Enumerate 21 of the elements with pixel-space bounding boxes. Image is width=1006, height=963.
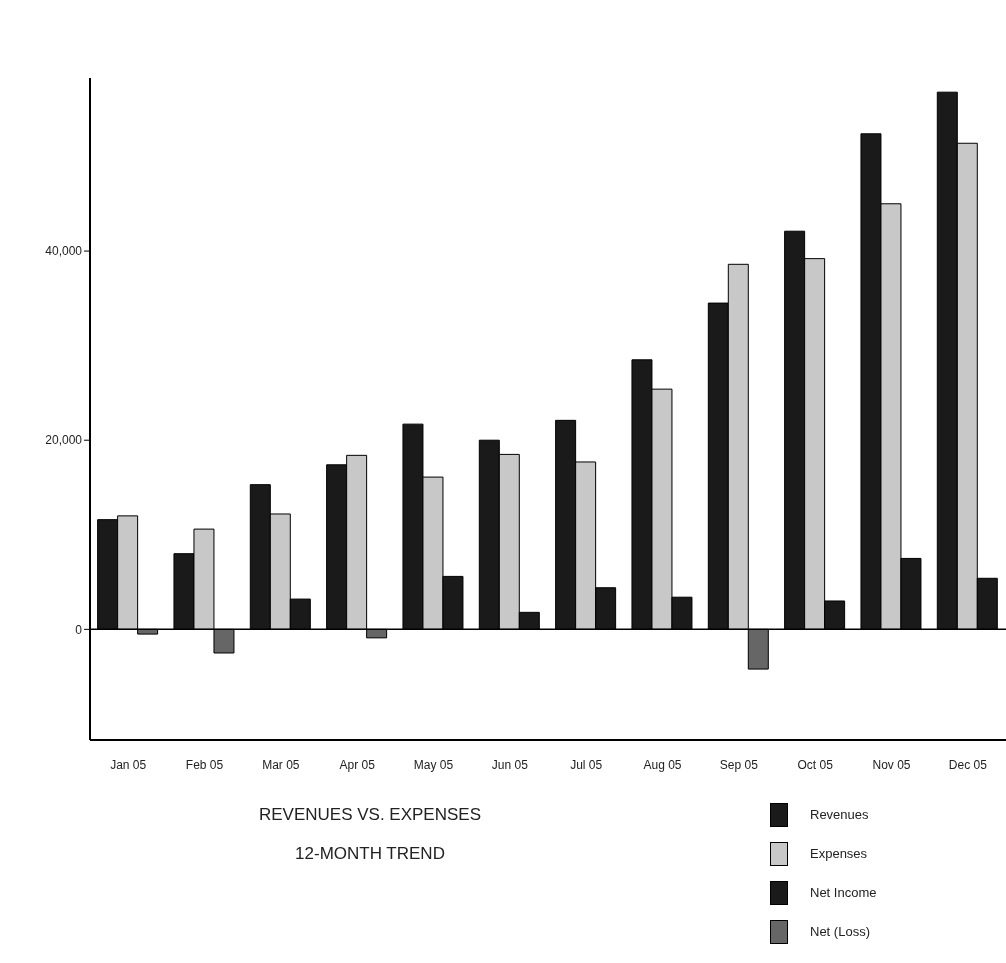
text: 12-MONTH TREND (294, 843, 446, 865)
y-tick-label: 0 (75, 622, 83, 637)
legend-label: Net (Loss) (810, 924, 870, 939)
x-tick-label: Jul 05 (570, 757, 603, 772)
legend-label: Net Income (810, 885, 877, 900)
x-tick-label: Dec 05 (948, 757, 988, 772)
x-tick-label: Feb 05 (185, 757, 224, 772)
x-tick-label: May 05 (413, 757, 454, 772)
x-tick-label: Sep 05 (719, 757, 759, 772)
x-tick-label: Aug 05 (643, 757, 682, 772)
x-tick-label: Mar 05 (262, 757, 300, 772)
legend-label: Revenues (810, 807, 869, 822)
x-tick-label: Nov 05 (872, 757, 911, 772)
legend-label: Expenses (810, 846, 868, 861)
x-tick-label: Jan 05 (110, 757, 147, 772)
x-tick-label: Apr 05 (339, 757, 376, 772)
x-tick-label: Jun 05 (491, 757, 529, 772)
y-tick-label: 40,000 (45, 244, 83, 259)
x-tick-label: Oct 05 (797, 757, 834, 772)
text: REVENUES VS. EXPENSES (258, 804, 482, 826)
y-tick-label: 20,000 (45, 433, 83, 448)
